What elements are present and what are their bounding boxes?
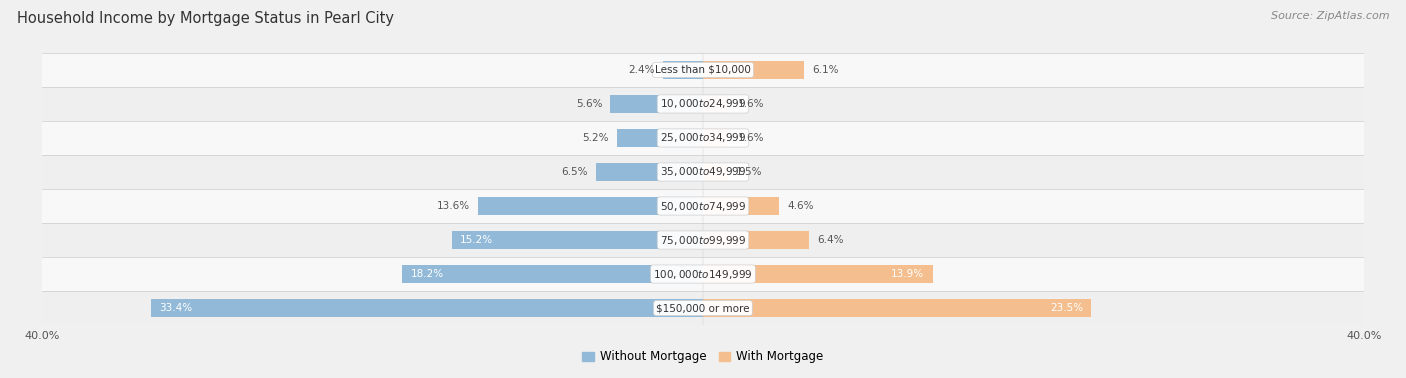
Bar [42,257,1364,291]
Bar [617,129,703,147]
Text: 15.2%: 15.2% [460,235,494,245]
Bar [42,87,1364,121]
Bar [610,95,703,113]
Text: 13.6%: 13.6% [437,201,470,211]
Bar [478,197,703,215]
Text: 4.6%: 4.6% [787,201,814,211]
Text: 1.5%: 1.5% [737,167,762,177]
Bar [152,299,703,317]
Bar [402,265,703,283]
Text: 6.4%: 6.4% [817,235,844,245]
Bar [703,265,932,283]
Bar [42,223,1364,257]
Bar [703,197,779,215]
Text: 1.6%: 1.6% [738,99,765,109]
Bar [703,95,730,113]
Bar [703,129,730,147]
Text: 18.2%: 18.2% [411,269,444,279]
Bar [703,299,1091,317]
Bar [703,61,804,79]
Bar [664,61,703,79]
Text: Source: ZipAtlas.com: Source: ZipAtlas.com [1271,11,1389,21]
Text: $75,000 to $99,999: $75,000 to $99,999 [659,234,747,246]
Bar [451,231,703,249]
Text: 13.9%: 13.9% [891,269,924,279]
Bar [42,53,1364,87]
Text: $25,000 to $34,999: $25,000 to $34,999 [659,132,747,144]
Text: 6.1%: 6.1% [813,65,838,75]
Text: $50,000 to $74,999: $50,000 to $74,999 [659,200,747,212]
Text: $35,000 to $49,999: $35,000 to $49,999 [659,166,747,178]
Text: 5.2%: 5.2% [582,133,609,143]
Text: Less than $10,000: Less than $10,000 [655,65,751,75]
Bar [42,291,1364,325]
Bar [42,189,1364,223]
Text: 2.4%: 2.4% [628,65,655,75]
Bar [703,163,728,181]
Text: 6.5%: 6.5% [561,167,588,177]
Text: 1.6%: 1.6% [738,133,765,143]
Legend: Without Mortgage, With Mortgage: Without Mortgage, With Mortgage [578,346,828,368]
Text: $100,000 to $149,999: $100,000 to $149,999 [654,268,752,280]
Bar [703,231,808,249]
Text: 5.6%: 5.6% [575,99,602,109]
Text: 33.4%: 33.4% [159,303,193,313]
Bar [42,121,1364,155]
Text: $150,000 or more: $150,000 or more [657,303,749,313]
Bar [42,155,1364,189]
Text: 23.5%: 23.5% [1050,303,1083,313]
Bar [596,163,703,181]
Text: $10,000 to $24,999: $10,000 to $24,999 [659,98,747,110]
Text: Household Income by Mortgage Status in Pearl City: Household Income by Mortgage Status in P… [17,11,394,26]
